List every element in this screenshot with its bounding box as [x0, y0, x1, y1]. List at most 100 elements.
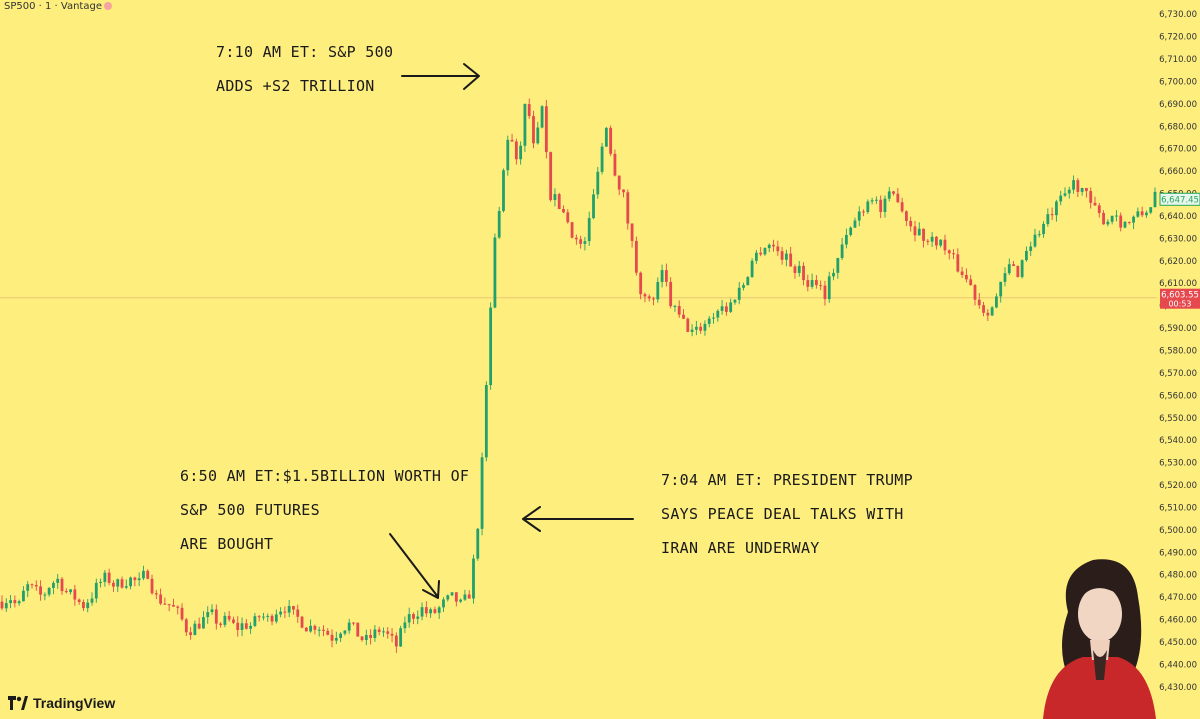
axis-tick-label: 6,540.00 — [1159, 436, 1197, 446]
candle-body — [454, 592, 458, 602]
candle-body — [343, 630, 347, 634]
symbol-text: SP500 · 1 · Vantage — [4, 1, 102, 12]
candle-body — [690, 329, 694, 332]
candle-body — [870, 200, 874, 202]
axis-tick-label: 6,580.00 — [1159, 347, 1197, 357]
tradingview-logo[interactable]: TradingView — [8, 695, 115, 711]
candle-body — [913, 226, 917, 236]
candle-body — [1063, 193, 1067, 196]
candle-body — [643, 294, 647, 297]
candle-body — [60, 578, 64, 592]
candle-body — [39, 586, 42, 595]
candle-body — [652, 298, 655, 300]
candle-body — [146, 570, 150, 579]
candle-body — [309, 625, 313, 632]
candlestick-series — [0, 98, 1157, 653]
candle-body — [887, 191, 891, 199]
candle-body — [900, 202, 904, 212]
tradingview-logo-text: TradingView — [33, 695, 116, 711]
candle-body — [163, 603, 167, 605]
candle-body — [574, 237, 578, 240]
candle-body — [540, 106, 544, 128]
current-price-label: 6,603.55 — [1161, 291, 1199, 301]
candle-body — [77, 599, 81, 603]
candle-body — [13, 600, 17, 604]
candle-body — [634, 240, 638, 273]
avatar-illustration-icon — [1043, 559, 1156, 719]
annotation-arrows — [389, 63, 634, 599]
candle-body — [1029, 246, 1033, 251]
candle-body — [287, 606, 291, 613]
candle-body — [682, 314, 685, 319]
candle-body — [270, 615, 274, 622]
candle-body — [480, 457, 484, 529]
axis-tick-label: 6,510.00 — [1159, 503, 1197, 513]
candle-body — [1145, 212, 1148, 216]
candle-body — [519, 145, 523, 160]
candle-body — [274, 614, 278, 622]
candle-body — [823, 285, 827, 300]
candle-body — [1016, 266, 1020, 278]
candle-body — [497, 210, 501, 238]
candle-body — [159, 594, 162, 604]
candle-body — [236, 622, 240, 630]
candle-body — [429, 609, 433, 614]
axis-tick-label: 6,680.00 — [1159, 122, 1197, 132]
candle-body — [896, 193, 900, 203]
candle-body — [193, 623, 197, 636]
candle-body — [116, 579, 120, 587]
price-axis[interactable]: 6,430.00 6,440.00 6,450.00 6,460.00 6,470.00… — [1159, 10, 1197, 693]
candle-body — [266, 615, 270, 617]
candle-body — [17, 601, 21, 604]
candle-body — [1042, 223, 1045, 235]
candle-body — [1140, 211, 1144, 216]
candle-body — [982, 305, 985, 313]
candle-body — [459, 599, 463, 602]
symbol-label[interactable]: SP500 · 1 · Vantage — [4, 1, 112, 12]
candle-body — [712, 317, 715, 319]
candle-body — [1127, 221, 1131, 223]
candle-body — [609, 127, 613, 154]
candle-body — [34, 585, 38, 587]
candle-body — [279, 611, 283, 615]
candle-body — [857, 211, 861, 221]
candle-body — [150, 578, 154, 594]
axis-tick-label: 6,610.00 — [1159, 279, 1197, 289]
candle-body — [364, 634, 368, 641]
candle-body — [43, 594, 47, 596]
candle-body — [866, 201, 870, 213]
candle-body — [210, 609, 214, 613]
candle-body — [592, 194, 595, 219]
axis-tick-label: 6,570.00 — [1159, 369, 1197, 379]
annotation-top: 7:10 AM ET: S&P 500 ADDS +S2 TRILLION — [216, 42, 393, 96]
candle-body — [587, 218, 591, 242]
candle-body — [1076, 180, 1080, 192]
candle-body — [1119, 215, 1123, 228]
candle-body — [197, 623, 201, 629]
candle-body — [120, 579, 124, 588]
candle-body — [562, 208, 565, 213]
candle-body — [227, 615, 231, 620]
candle-body — [386, 631, 390, 634]
candle-body — [313, 625, 317, 630]
candle-body — [1093, 202, 1097, 206]
candle-body — [64, 591, 68, 593]
candle-body — [103, 572, 107, 582]
candle-body — [836, 258, 840, 273]
candle-body — [206, 612, 210, 618]
annotation-top-line-2: ADDS +S2 TRILLION — [216, 77, 375, 95]
candle-body — [579, 239, 583, 244]
candle-body — [819, 285, 823, 287]
candle-body — [960, 271, 964, 276]
candle-body — [703, 323, 707, 331]
axis-tick-label: 6,690.00 — [1159, 100, 1197, 110]
candle-body — [737, 287, 741, 300]
candle-body — [1110, 215, 1114, 222]
candle-body — [4, 603, 8, 609]
last-price-tag — [1159, 192, 1200, 206]
candle-body — [373, 629, 377, 638]
candle-body — [995, 296, 998, 308]
axis-tick-label: 6,630.00 — [1159, 234, 1197, 244]
axis-tick-label: 6,590.00 — [1159, 324, 1197, 334]
